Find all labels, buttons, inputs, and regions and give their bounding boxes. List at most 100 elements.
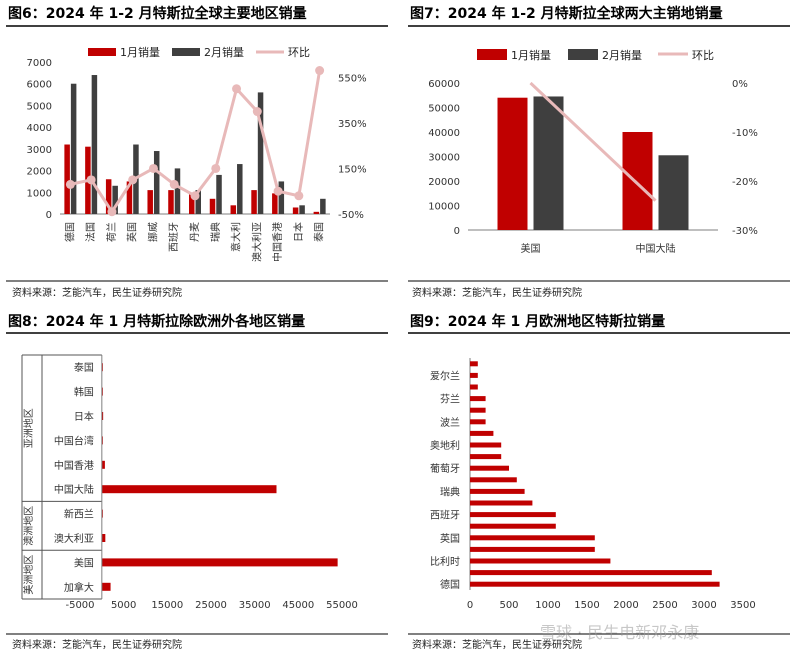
fig9-bar-12 [470, 442, 502, 448]
fig9-bar-7 [470, 500, 533, 506]
fig7-source: 资料来源：芝能汽车，民生证券研究院 [412, 286, 582, 299]
fig8-x-tick-5: 45000 [282, 600, 314, 611]
fig9-bar-19 [470, 361, 478, 367]
fig6-bar-feb-7 [216, 174, 222, 214]
fig6-title: 图6：2024 年 1-2 月特斯拉全球主要地区销量 [8, 5, 307, 22]
fig9-cat-18: 爱尔兰 [430, 369, 460, 382]
fig6-bar-feb-1 [91, 75, 98, 215]
fig9-title: 图9：2024 年 1 月欧洲地区特斯拉销量 [410, 313, 665, 330]
fig6-legend-swatch-feb [172, 48, 200, 56]
fig6-bar-feb-6 [195, 190, 201, 214]
fig6-y-tick-4: 4000 [27, 123, 52, 134]
fig8-group-2: 美洲地区 [22, 555, 35, 595]
fig6-x-tick-6: 丹麦 [189, 222, 201, 242]
fig9-bar-8 [470, 488, 525, 494]
fig9-x-tick-0: 0 [467, 600, 473, 611]
fig6-bar-feb-4 [153, 151, 160, 214]
fig7-y2-tick-3: -30% [732, 226, 758, 237]
fig9-bar-11 [470, 454, 502, 460]
fig6-x-tick-11: 日本 [292, 222, 305, 242]
fig6-y2-tick-1: 150% [338, 164, 367, 175]
fig9-bar-9 [470, 477, 517, 483]
fig8-bar-2-1 [101, 582, 111, 591]
fig6-mom-point-10 [273, 186, 283, 196]
fig9-bar-18 [470, 372, 478, 378]
fig7-title: 图7：2024 年 1-2 月特斯拉全球两大主销地销量 [410, 5, 723, 22]
fig7-y-tick-1: 10000 [428, 202, 460, 213]
fig7-x-tick-1: 中国大陆 [636, 242, 676, 255]
fig9-bar-5 [470, 523, 556, 529]
fig9-bar-16 [470, 396, 486, 402]
fig6-mom-point-12 [315, 66, 325, 76]
fig6-y2-tick-3: 550% [338, 73, 367, 84]
fig6-source: 资料来源：芝能汽车，民生证券研究院 [12, 286, 182, 299]
fig9-bar-1 [470, 570, 712, 576]
fig6-x-tick-0: 德国 [63, 222, 76, 242]
fig8-bar-0-5 [101, 485, 277, 494]
fig9-bar-10 [470, 465, 509, 471]
figure-9: 图9：2024 年 1 月欧洲地区特斯拉销量 0 500 1000 1500 2000 2… [408, 313, 790, 651]
fig6-x-tick-4: 挪威 [146, 222, 159, 242]
fig7-plot: 0 10000 20000 30000 40000 50000 60000 0% -10% -20… [428, 79, 758, 255]
fig8-cat-1-0: 新西兰 [64, 508, 94, 521]
fig8-group-0: 亚洲地区 [22, 408, 35, 448]
fig6-x-tick-2: 荷兰 [105, 222, 118, 242]
fig6-mom-point-4 [148, 163, 158, 173]
fig7-bar-jan-0 [497, 97, 528, 230]
fig6-mom-point-5 [169, 179, 179, 189]
fig7-x-tick-0: 美国 [521, 242, 541, 255]
fig8-cat-2-0: 美国 [74, 556, 94, 569]
fig6-bar-jan-12 [313, 211, 320, 214]
fig6-y2-tick-0: -50% [338, 210, 364, 221]
fig7-bar-feb-0 [533, 96, 564, 230]
fig6-bar-jan-0 [64, 144, 70, 214]
fig9-source: 资料来源：芝能汽车，民生证券研究院 [412, 638, 582, 651]
fig6-y-tick-1: 1000 [27, 188, 52, 199]
fig8-cat-0-4: 中国香港 [54, 459, 94, 472]
fig6-y-tick-3: 3000 [27, 145, 52, 156]
fig6-bar-feb-5 [174, 168, 181, 214]
fig7-y-tick-5: 50000 [428, 104, 460, 115]
fig6-bar-jan-8 [230, 205, 237, 214]
fig6-mom-point-8 [232, 84, 242, 94]
fig9-cat-2: 比利时 [430, 556, 460, 568]
fig9-bar-2 [470, 558, 611, 564]
fig6-bar-feb-2 [112, 185, 118, 214]
fig6-x-tick-3: 英国 [126, 222, 139, 242]
fig6-bar-jan-6 [189, 194, 195, 214]
fig7-legend: 1月销量 2月销量 环比 [477, 48, 714, 62]
fig8-plot: -5000 5000 15000 25000 35000 45000 55000 泰国韩国日本… [21, 354, 358, 611]
fig8-cat-1-1: 澳大利亚 [54, 532, 94, 545]
fig6-mom-point-0 [65, 179, 75, 189]
fig8-x-tick-0: -5000 [65, 600, 94, 611]
fig7-bar-feb-1 [658, 155, 689, 230]
fig7-mom-line [529, 81, 657, 202]
fig7-legend-jan: 1月销量 [511, 48, 551, 62]
fig8-x-tick-3: 25000 [195, 600, 227, 611]
fig9-x-tick-4: 2000 [613, 600, 638, 611]
fig9-bar-3 [470, 546, 595, 552]
fig9-x-tick-3: 1500 [574, 600, 599, 611]
fig9-cat-14: 波兰 [440, 416, 460, 429]
fig7-y-tick-2: 20000 [428, 177, 460, 188]
fig9-bar-13 [470, 430, 494, 436]
fig6-x-tick-8: 意大利 [230, 222, 243, 252]
fig6-x-tick-12: 泰国 [313, 222, 326, 242]
fig6-mom-point-1 [86, 175, 96, 185]
fig6-bar-feb-8 [237, 164, 243, 214]
fig6-bar-feb-11 [299, 205, 305, 214]
fig8-bar-0-4 [101, 460, 105, 469]
fig6-bar-jan-2 [105, 179, 112, 214]
fig6-legend-mom: 环比 [288, 46, 310, 59]
fig6-bar-jan-11 [292, 207, 299, 214]
fig6-y-tick-0: 0 [46, 210, 52, 221]
fig6-x-tick-7: 瑞典 [209, 222, 222, 242]
fig8-x-tick-2: 15000 [151, 600, 183, 611]
fig8-cat-0-1: 韩国 [74, 386, 94, 399]
fig8-bar-2-0 [101, 558, 338, 567]
fig6-legend-swatch-jan [88, 48, 116, 56]
fig6-legend-feb: 2月销量 [204, 45, 244, 59]
fig6-bar-jan-3 [126, 181, 133, 214]
figure-8: 图8：2024 年 1 月特斯拉除欧洲外各地区销量 -5000 5000 15000… [6, 313, 388, 651]
fig8-cat-2-1: 加拿大 [64, 581, 94, 594]
